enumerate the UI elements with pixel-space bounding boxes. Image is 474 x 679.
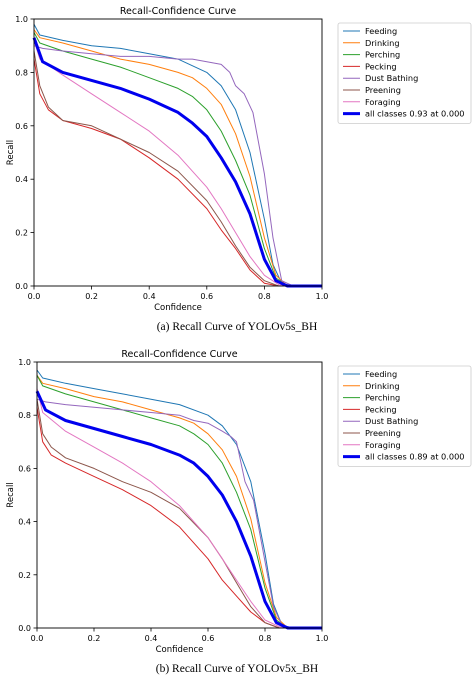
series-line-3: [33, 59, 322, 287]
plot-frame: [36, 361, 323, 629]
x-axis-label: Confidence: [156, 645, 204, 655]
series-line-1: [36, 375, 322, 629]
y-tick-label: 0.8: [15, 68, 28, 77]
series-line-4: [33, 45, 322, 287]
caption-a: (a) Recall Curve of YOLOv5s_BH: [156, 321, 318, 333]
x-tick-label: 1.0: [316, 634, 329, 643]
y-tick-label: 0.2: [15, 229, 28, 238]
legend-label: Preening: [365, 85, 401, 95]
x-axis-label: Confidence: [154, 303, 202, 313]
y-axis-label: Recall: [6, 140, 16, 165]
x-tick-label: 0.6: [202, 634, 215, 643]
caption-b: (b) Recall Curve of YOLOv5x_BH: [155, 663, 319, 675]
x-tick-label: 0.4: [145, 634, 158, 643]
x-tick-label: 0.6: [200, 292, 213, 301]
series-line-6: [33, 40, 323, 287]
series-line-7: [35, 390, 322, 630]
y-axis-label: Recall: [6, 482, 16, 507]
x-tick-label: 0.4: [143, 292, 156, 301]
series-line-4: [36, 398, 322, 629]
chart-a: Recall-Confidence Curve 0.0 0.2 0.4 0.6 0.8 1.…: [6, 6, 472, 313]
legend-label: Drinking: [365, 38, 400, 48]
x-tick-label: 0.2: [85, 292, 98, 301]
series-line-1: [33, 29, 322, 287]
plot-frame: [33, 18, 323, 287]
legend-label: Drinking: [365, 381, 400, 391]
x-tick-label: 0.0: [28, 292, 41, 301]
series-line-2: [36, 375, 322, 629]
x-tick-label: 0.0: [31, 634, 44, 643]
legend-label: Foraging: [365, 440, 401, 450]
y-tick-label: 0.6: [18, 464, 31, 473]
chart-b: Recall-Confidence Curve 0.0 0.2 0.4 0.6 0.8 1.…: [6, 349, 472, 655]
legend-box: [337, 365, 472, 467]
x-tick-label: 0.2: [88, 634, 101, 643]
chart-title: Recall-Confidence Curve: [121, 349, 237, 360]
x-tick-label: 0.8: [258, 292, 271, 301]
legend-label: Foraging: [365, 97, 401, 107]
series-line-7: [32, 37, 322, 288]
legend-label: all classes 0.93 at 0.000: [365, 109, 465, 119]
legend-label: all classes 0.89 at 0.000: [365, 452, 465, 462]
series-line-2: [33, 32, 322, 287]
series-line-0: [33, 24, 322, 287]
y-tick-label: 0.0: [15, 282, 28, 291]
series-line-5: [36, 399, 322, 629]
series-line-3: [36, 407, 322, 629]
series-line-0: [36, 369, 322, 629]
legend-label: Pecking: [365, 61, 397, 71]
legend-label: Dust Bathing: [365, 73, 418, 83]
legend-label: Dust Bathing: [365, 416, 418, 426]
legend-label: Feeding: [365, 369, 397, 379]
x-tick-label: 1.0: [316, 292, 329, 301]
y-tick-label: 0.2: [18, 571, 31, 580]
series-line-5: [33, 50, 322, 287]
legend-label: Feeding: [365, 26, 397, 36]
chart-title: Recall-Confidence Curve: [120, 6, 236, 17]
y-tick-label: 0.4: [18, 518, 31, 527]
y-tick-label: 1.0: [15, 15, 28, 24]
legend-label: Perching: [365, 393, 400, 403]
legend-label: Pecking: [365, 404, 397, 414]
y-tick-label: 0.6: [15, 122, 28, 131]
y-tick-label: 0.8: [18, 411, 31, 420]
x-tick-label: 0.8: [259, 634, 272, 643]
legend-box: [337, 22, 472, 124]
legend-label: Preening: [365, 428, 401, 438]
y-tick-label: 0.4: [15, 175, 28, 184]
y-tick-label: 1.0: [18, 358, 31, 367]
legend-label: Perching: [365, 50, 400, 60]
y-tick-label: 0.0: [18, 624, 31, 633]
series-line-6: [36, 388, 323, 629]
